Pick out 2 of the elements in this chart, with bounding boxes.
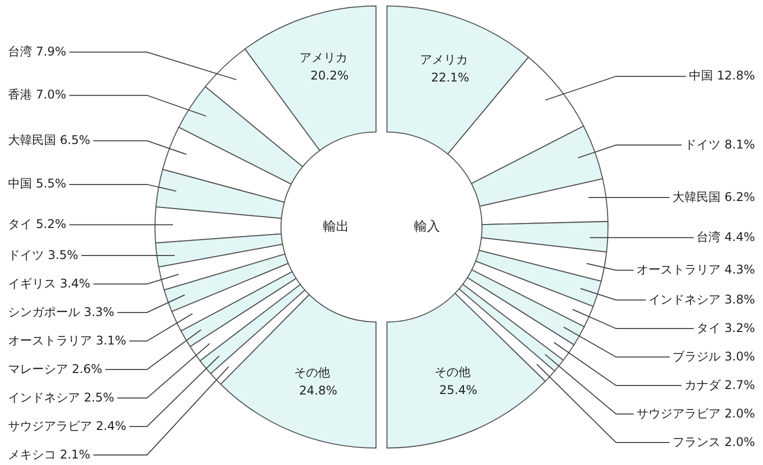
title: 輸入 [414,220,440,235]
title: 輸出 [323,220,349,235]
